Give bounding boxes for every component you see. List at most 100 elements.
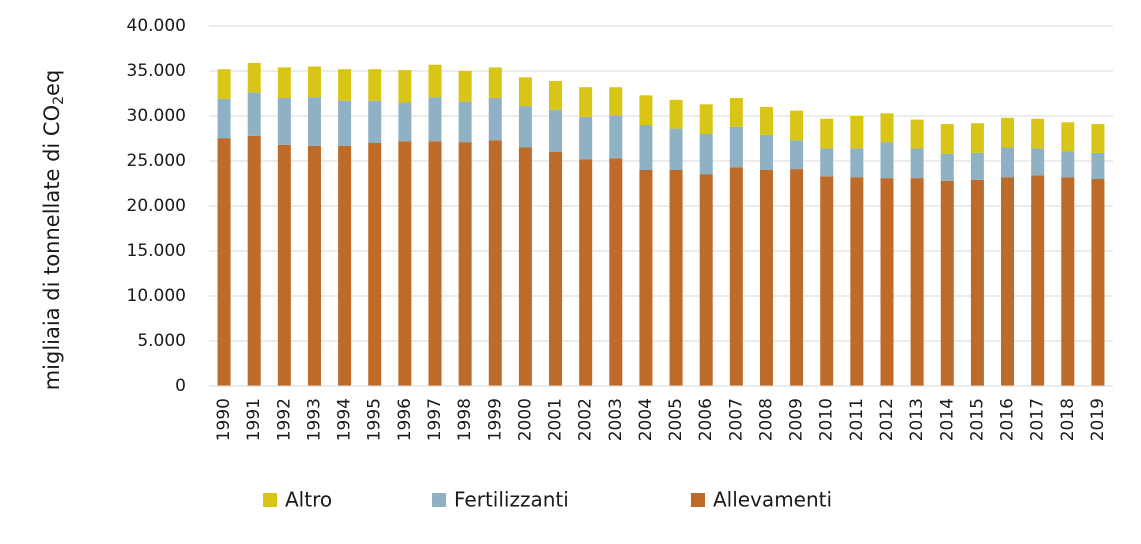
bar-fertilizzanti-2014 (940, 153, 954, 181)
bar-allevamenti-1993 (307, 145, 321, 386)
bar-fertilizzanti-2008 (759, 134, 773, 170)
bar-altro-2007 (729, 98, 743, 127)
y-tick-label: 15.000 (127, 241, 186, 261)
bar-allevamenti-2008 (759, 170, 773, 386)
x-tick-label: 1994 (335, 398, 355, 441)
x-tick-label: 1991 (244, 398, 264, 441)
y-axis-label: migliaia di tonnellate di CO2eq (40, 70, 67, 391)
x-tick-label: 2014 (937, 398, 957, 441)
legend: Altro Fertilizzanti Allevamenti (263, 488, 832, 512)
bar-fertilizzanti-1993 (307, 97, 321, 146)
x-tick-label: 1998 (455, 398, 475, 441)
legend-label-fertilizzanti: Fertilizzanti (454, 488, 569, 512)
bar-allevamenti-2005 (669, 170, 683, 386)
bar-allevamenti-2013 (910, 178, 924, 386)
bar-allevamenti-1997 (428, 141, 442, 386)
bar-allevamenti-1992 (277, 144, 291, 386)
bar-allevamenti-2004 (639, 170, 653, 386)
x-tick-label: 2001 (546, 398, 566, 441)
bar-fertilizzanti-2007 (729, 126, 743, 168)
x-tick-label: 2000 (515, 398, 535, 441)
bar-altro-2008 (759, 107, 773, 135)
x-tick-label: 2009 (787, 398, 807, 441)
bar-fertilizzanti-2002 (579, 116, 593, 160)
bar-allevamenti-2007 (729, 167, 743, 386)
bar-altro-2009 (790, 110, 804, 141)
y-tick-label: 25.000 (127, 151, 186, 171)
bar-fertilizzanti-2005 (669, 128, 683, 170)
bar-allevamenti-2019 (1091, 179, 1105, 386)
bar-altro-2010 (820, 118, 834, 149)
bar-allevamenti-2018 (1061, 177, 1075, 386)
bar-fertilizzanti-2003 (609, 116, 623, 159)
x-tick-label: 2018 (1058, 398, 1078, 441)
bar-allevamenti-2017 (1031, 175, 1045, 386)
bar-fertilizzanti-2012 (880, 142, 894, 179)
bar-altro-1997 (428, 64, 442, 98)
x-tick-label: 2004 (636, 398, 656, 441)
bar-altro-1993 (307, 66, 321, 98)
y-axis-label-subscript: 2 (51, 96, 67, 105)
bar-fertilizzanti-1999 (488, 98, 502, 141)
x-tick-label: 2003 (606, 398, 626, 441)
x-tick-label: 1996 (395, 398, 415, 441)
bar-altro-2011 (850, 116, 864, 149)
bar-fertilizzanti-2018 (1061, 151, 1075, 178)
x-tick-label: 1995 (365, 398, 385, 441)
bar-allevamenti-2014 (940, 180, 954, 386)
bars (217, 62, 1105, 386)
bar-altro-2001 (549, 80, 563, 110)
bar-allevamenti-2006 (699, 174, 713, 386)
legend-swatch-altro (263, 493, 277, 507)
bar-altro-1995 (368, 69, 382, 101)
bar-fertilizzanti-1990 (217, 98, 231, 139)
bar-altro-2002 (579, 87, 593, 117)
legend-swatch-allevamenti (691, 493, 705, 507)
bar-fertilizzanti-2011 (850, 148, 864, 178)
y-tick-label: 5.000 (137, 331, 186, 351)
bar-fertilizzanti-1992 (277, 98, 291, 145)
y-axis-label-main: migliaia di tonnellate di CO (40, 105, 64, 390)
y-tick-label: 35.000 (127, 61, 186, 81)
bar-fertilizzanti-1991 (247, 92, 261, 136)
bar-fertilizzanti-2017 (1031, 148, 1045, 176)
bar-altro-2014 (940, 124, 954, 154)
x-tick-label: 1992 (274, 398, 294, 441)
bar-allevamenti-2009 (790, 169, 804, 386)
bar-altro-2013 (910, 119, 924, 149)
bar-altro-2017 (1031, 118, 1045, 149)
legend-swatch-fertilizzanti (432, 493, 446, 507)
y-tick-label: 40.000 (127, 16, 186, 36)
bar-fertilizzanti-1994 (338, 100, 352, 146)
bar-altro-2005 (669, 99, 683, 129)
bar-allevamenti-2011 (850, 177, 864, 386)
bar-allevamenti-2015 (970, 179, 984, 386)
bar-allevamenti-2012 (880, 178, 894, 386)
bar-fertilizzanti-2001 (549, 109, 563, 152)
bar-fertilizzanti-1995 (368, 100, 382, 143)
bar-allevamenti-1999 (488, 140, 502, 386)
bar-altro-1991 (247, 62, 261, 93)
x-tick-label: 2010 (817, 398, 837, 441)
bar-allevamenti-2000 (518, 147, 532, 386)
bar-altro-2018 (1061, 122, 1075, 152)
y-tick-label: 0 (175, 376, 186, 396)
bar-altro-1996 (398, 70, 412, 103)
bar-allevamenti-1995 (368, 143, 382, 386)
bar-altro-1994 (338, 69, 352, 101)
bar-fertilizzanti-2009 (790, 140, 804, 170)
x-tick-label: 2019 (1088, 398, 1108, 441)
y-tick-label: 20.000 (127, 196, 186, 216)
x-tick-label: 2015 (967, 398, 987, 441)
x-axis-ticks: 1990 1991 1992 1993 1994 1995 1996 1997 1998 1999… (214, 398, 1108, 441)
bar-allevamenti-1996 (398, 141, 412, 386)
bar-allevamenti-2016 (1001, 177, 1015, 386)
bar-allevamenti-2003 (609, 158, 623, 386)
bar-allevamenti-2001 (549, 152, 563, 386)
y-axis-ticks: 0 5.000 10.000 15.000 20.000 25.000 30.000 35.0… (127, 16, 186, 396)
bar-allevamenti-2010 (820, 176, 834, 386)
x-tick-label: 1990 (214, 398, 234, 441)
bar-altro-2006 (699, 104, 713, 134)
x-tick-label: 2006 (696, 398, 716, 441)
